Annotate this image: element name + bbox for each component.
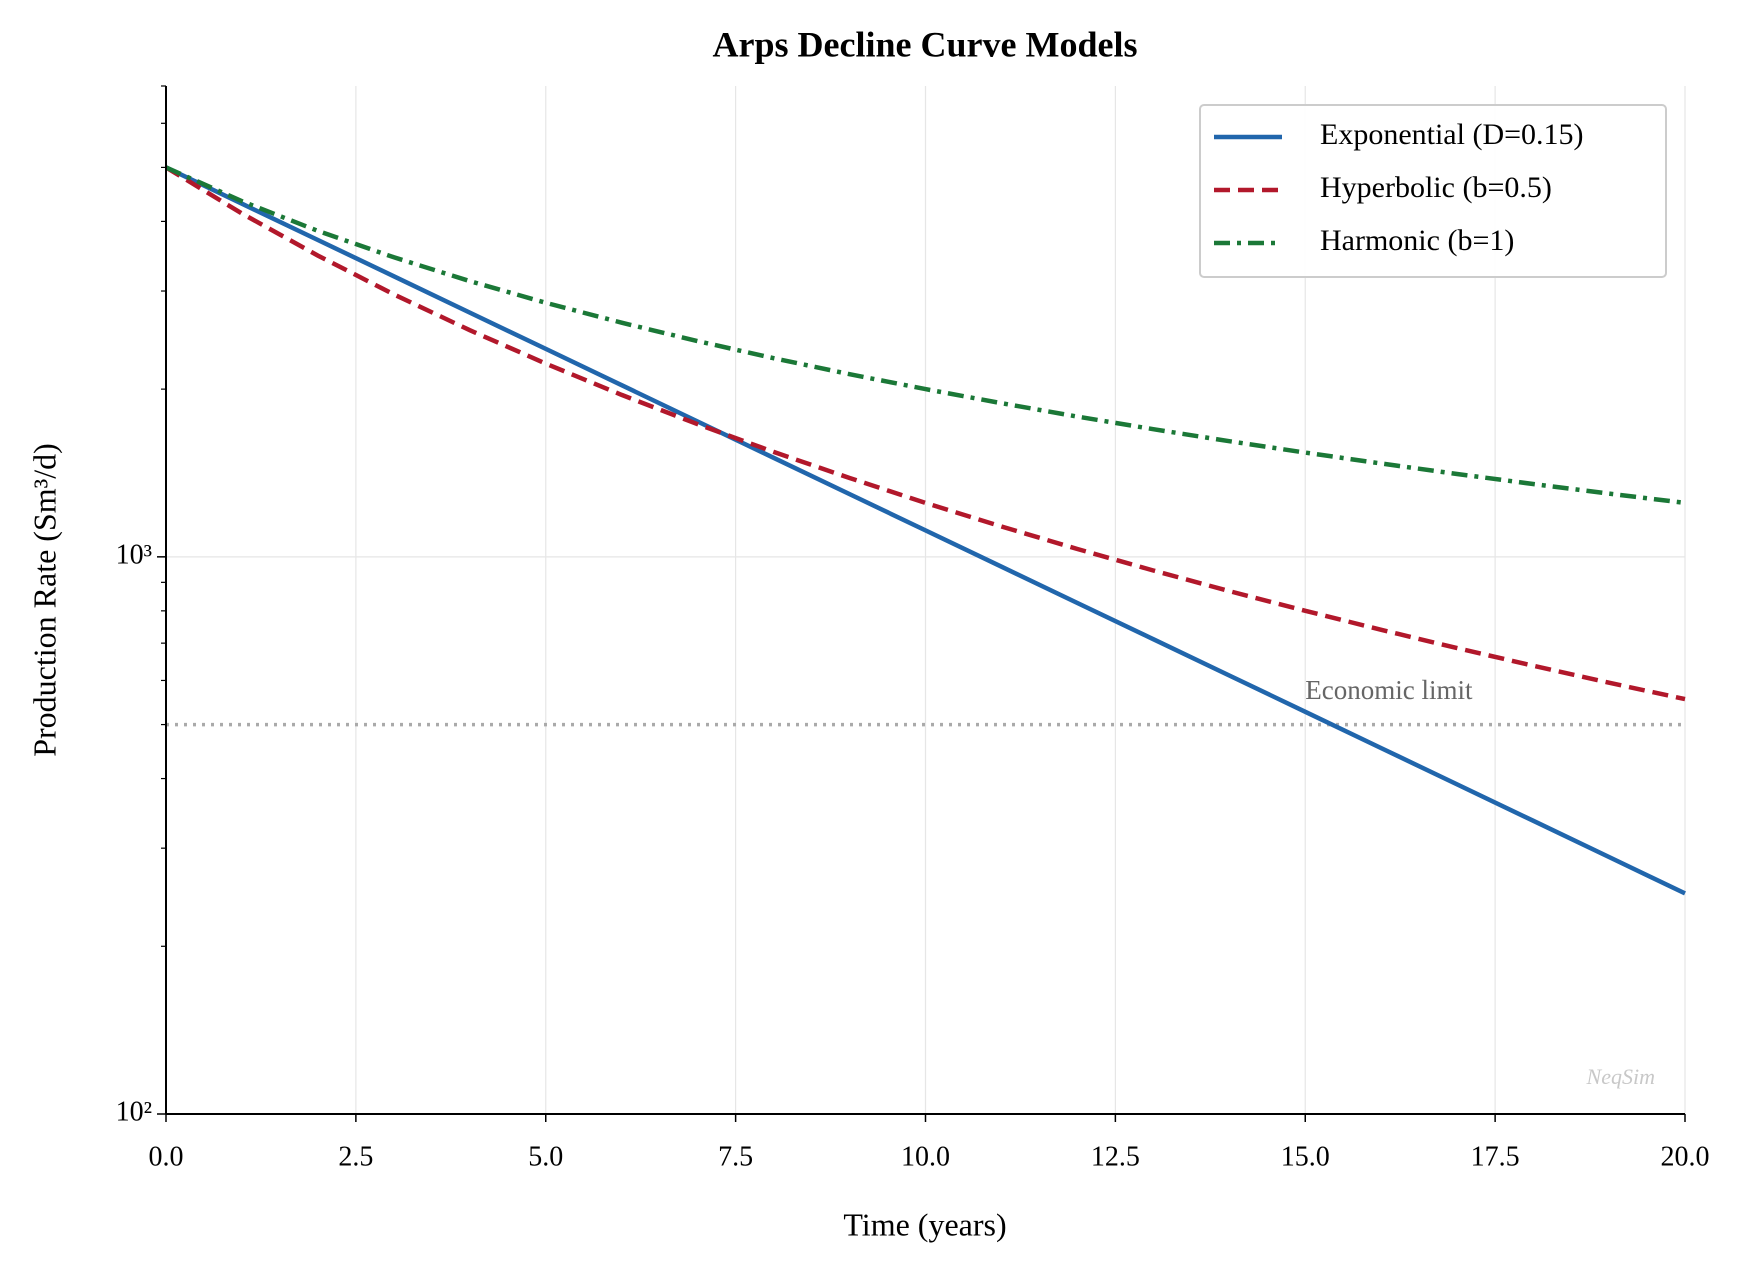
economic-limit-label: Economic limit xyxy=(1305,675,1473,705)
y-tick-label: 10³ xyxy=(116,539,152,570)
x-tick-label: 5.0 xyxy=(528,1141,563,1172)
watermark: NeqSim xyxy=(1586,1064,1655,1089)
x-tick-label: 12.5 xyxy=(1091,1141,1140,1172)
legend-box xyxy=(1199,104,1667,278)
line xyxy=(165,165,1686,506)
legend-label: Hyperbolic (b=0.5) xyxy=(1320,171,1552,204)
y-tick-label: 10² xyxy=(116,1096,152,1127)
line xyxy=(164,165,1686,702)
chart-title: Arps Decline Curve Models xyxy=(713,24,1138,64)
x-tick-label: 10.0 xyxy=(901,1141,950,1172)
x-tick-label: 0.0 xyxy=(149,1141,184,1172)
x-tick-label: 15.0 xyxy=(1281,1141,1330,1172)
legend-label: Exponential (D=0.15) xyxy=(1320,118,1584,151)
line xyxy=(165,165,1686,896)
x-tick-label: 2.5 xyxy=(338,1141,373,1172)
x-tick-label: 7.5 xyxy=(718,1141,753,1172)
x-axis-label: Time (years) xyxy=(843,1206,1006,1242)
legend-label: Harmonic (b=1) xyxy=(1320,224,1514,257)
x-tick-label: 17.5 xyxy=(1471,1141,1520,1172)
y-axis-label: Production Rate (Sm³/d) xyxy=(26,443,62,757)
x-tick-label: 20.0 xyxy=(1661,1141,1710,1172)
